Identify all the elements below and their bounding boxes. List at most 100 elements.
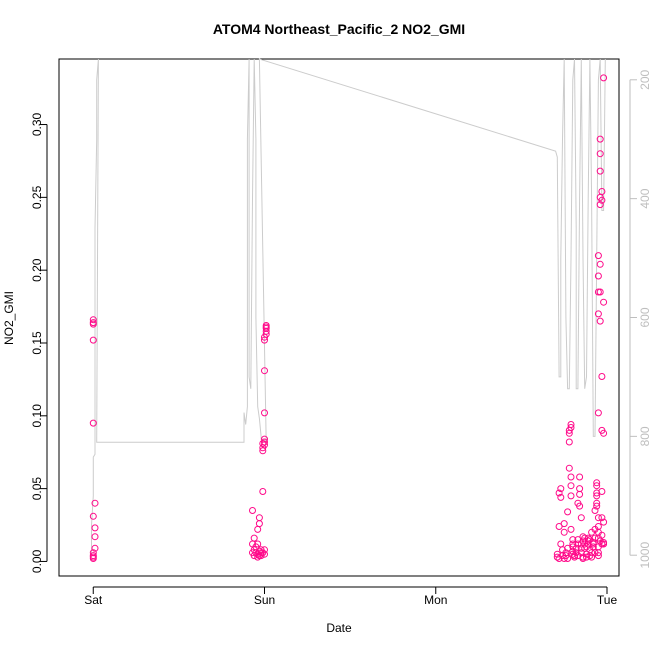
data-point: [588, 553, 596, 561]
data-point: [583, 550, 590, 558]
y-axis-label: NO2_GMI: [2, 291, 16, 345]
left-tick-label: 0.25: [30, 185, 44, 209]
data-point: [250, 534, 258, 542]
secondary-line: [91, 58, 606, 556]
data-point: [261, 367, 268, 375]
data-point: [565, 464, 573, 472]
left-tick-label: 0.10: [30, 404, 44, 428]
data-point: [594, 514, 602, 522]
data-point: [598, 514, 606, 522]
data-point: [560, 520, 568, 528]
data-point: [564, 555, 572, 562]
data-point: [579, 533, 587, 541]
data-point: [596, 150, 604, 158]
data-point: [89, 336, 97, 344]
data-point: [600, 518, 608, 526]
data-point: [557, 485, 565, 493]
data-point: [557, 493, 565, 501]
data-point: [569, 540, 577, 548]
secondary-line-series: [91, 58, 606, 556]
left-tick-label: 0.15: [30, 331, 44, 355]
data-point: [567, 482, 575, 490]
data-point: [91, 544, 99, 552]
data-point: [589, 539, 597, 546]
data-point: [576, 502, 584, 510]
data-point: [259, 440, 267, 447]
data-point: [564, 508, 572, 516]
data-point: [261, 409, 268, 417]
x-axis: Sat Sun Mon Tue: [84, 586, 618, 607]
data-point: [91, 524, 99, 532]
data-point: [259, 488, 267, 495]
plot-frame: [58, 58, 620, 577]
data-point: [596, 135, 604, 143]
data-point: [572, 544, 580, 552]
data-point: [249, 507, 256, 514]
left-tick-label: 0.30: [30, 112, 44, 136]
data-point: [569, 543, 577, 551]
data-point: [571, 553, 578, 561]
chart-title: ATOM4 Northeast_Pacific_2 NO2_GMI: [213, 21, 465, 37]
data-point: [579, 555, 587, 562]
data-point: [567, 421, 575, 428]
right-tick-label: 600: [638, 307, 650, 327]
data-point: [594, 310, 602, 318]
data-point: [567, 525, 575, 533]
data-point: [555, 489, 563, 497]
data-point: [598, 188, 606, 195]
data-point: [594, 272, 602, 280]
data-point: [596, 201, 604, 209]
data-point: [553, 550, 561, 558]
data-point: [577, 514, 585, 522]
data-point: [567, 492, 575, 500]
data-point: [567, 473, 575, 481]
data-point: [593, 499, 601, 507]
data-point: [596, 167, 604, 175]
right-tick-label: 400: [638, 188, 650, 208]
data-point: [560, 528, 568, 536]
data-point: [598, 373, 606, 380]
data-point: [565, 438, 573, 446]
data-point: [600, 540, 608, 548]
data-point: [594, 409, 602, 417]
data-point: [89, 555, 97, 562]
data-point: [576, 473, 584, 481]
data-point: [574, 536, 582, 544]
data-point: [576, 485, 584, 493]
data-point: [593, 492, 601, 500]
data-point: [89, 419, 97, 427]
data-point: [594, 252, 602, 260]
x-axis-label: Date: [326, 621, 352, 635]
data-point: [600, 74, 608, 82]
data-point: [600, 429, 608, 437]
data-point: [583, 553, 590, 561]
data-point: [584, 537, 592, 545]
data-point: [598, 488, 606, 495]
data-point: [594, 552, 602, 560]
data-point: [596, 317, 604, 325]
x-tick-label: Sun: [254, 593, 275, 607]
right-tick-label: 1000: [638, 542, 650, 569]
left-tick-label: 0.20: [30, 258, 44, 282]
data-point: [593, 482, 601, 490]
right-tick-label: 200: [638, 69, 650, 89]
data-point: [593, 479, 601, 487]
data-point: [89, 320, 97, 328]
data-point: [591, 534, 599, 542]
data-point: [569, 536, 577, 544]
x-tick-label: Sat: [84, 593, 103, 607]
right-y-axis: 200 400 600 800 1000: [629, 69, 650, 569]
data-point: [257, 552, 265, 560]
x-tick-label: Mon: [424, 593, 447, 607]
data-point: [91, 499, 99, 507]
right-tick-label: 800: [638, 426, 650, 446]
left-y-axis: 0.00 0.05 0.10 0.15 0.20 0.25 0.30: [30, 112, 48, 573]
data-point: [598, 531, 606, 539]
data-point: [576, 490, 584, 498]
data-point: [555, 523, 563, 530]
x-tick-label: Tue: [597, 593, 618, 607]
data-point: [254, 540, 262, 548]
data-point: [262, 322, 270, 329]
data-point: [598, 196, 606, 204]
